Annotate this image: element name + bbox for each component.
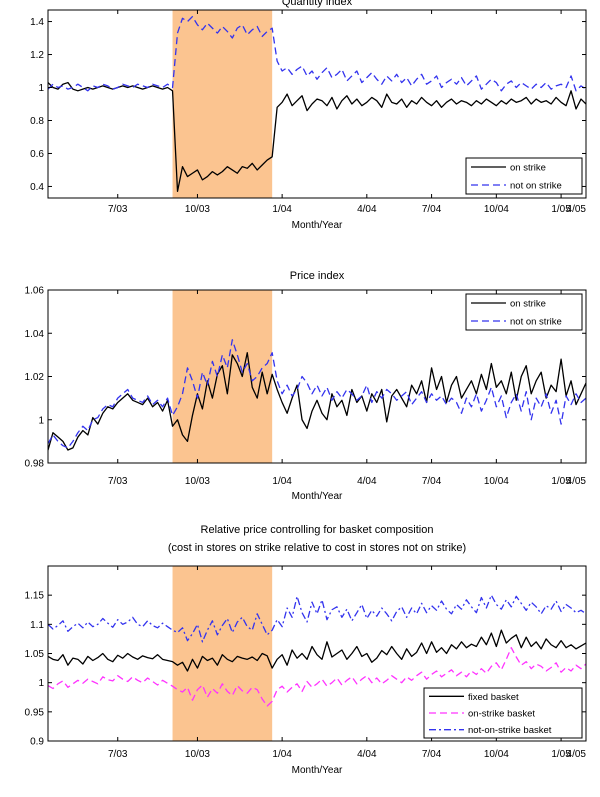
x-tick-label: 7/03 [108,749,128,760]
x-tick-label: 7/04 [422,204,442,215]
strike-period-shading [172,290,273,463]
y-tick-label: 1.1 [30,620,44,631]
y-tick-label: 0.95 [25,707,45,718]
x-tick-label: 4/04 [357,204,377,215]
x-tick-label: 1/05 [551,476,571,487]
x-tick-label: 10/04 [484,204,509,215]
x-tick-label: 4/05 [567,749,587,760]
x-tick-label: 7/04 [422,476,442,487]
y-tick-label: 1.05 [25,649,45,660]
x-tick-label: 1/05 [551,749,571,760]
x-tick-label: 1/04 [272,204,292,215]
legend-box [465,293,583,331]
y-tick-label: 1.2 [30,50,44,61]
x-tick-label: 7/03 [108,204,128,215]
series-line-1 [48,339,586,449]
y-tick-label: 1 [38,415,44,426]
x-tick-label: 4/05 [567,204,587,215]
x-tick-label: 10/03 [185,749,210,760]
x-tick-label: 4/04 [357,476,377,487]
legend-label: not on strike [510,181,562,192]
x-tick-label: 10/03 [185,204,210,215]
panel-price-index: Price index 0.98 1 1.02 1.04 1.06 7/03 10/03 1… [25,270,587,502]
x-tick-label: 4/05 [567,476,587,487]
x-tick-label: 10/04 [484,476,509,487]
legend-box [465,157,583,195]
y-tick-label: 0.6 [30,149,44,160]
x-tick-label: 1/05 [551,204,571,215]
panel-relative-price: Relative price controlling for basket co… [25,524,587,776]
y-tick-label: 0.98 [25,459,45,470]
series-line-2 [48,594,586,643]
legend-label: not-on-strike basket [468,725,552,736]
strike-period-shading [172,566,273,741]
y-tick-label: 1.06 [25,286,45,297]
series-line-1 [48,15,586,92]
plot-frame [47,9,587,199]
series-line-0 [48,629,586,672]
x-tick-label: 7/04 [422,749,442,760]
y-tick-label: 1.15 [25,591,45,602]
series-line-1 [48,647,586,707]
legend-label: fixed basket [468,692,519,703]
x-tick-label: 10/04 [484,749,509,760]
chart-subtitle: (cost in stores on strike relative to co… [168,542,466,554]
chart-title: Price index [290,270,345,282]
y-tick-label: 1 [38,678,44,689]
x-axis-label: Month/Year [292,220,343,231]
chart-title: Quantity index [282,0,353,8]
x-tick-label: 4/04 [357,749,377,760]
legend-label: on-strike basket [468,709,535,720]
x-axis-label: Month/Year [292,491,343,502]
legend-label: on strike [510,299,546,310]
x-axis-label: Month/Year [292,765,343,776]
legend-label: not on strike [510,317,562,328]
legend-label: on strike [510,163,546,174]
x-tick-label: 1/04 [272,749,292,760]
y-tick-label: 0.4 [30,182,44,193]
x-tick-label: 10/03 [185,476,210,487]
strike-period-shading [172,10,273,198]
x-tick-label: 1/04 [272,476,292,487]
y-tick-label: 1 [38,83,44,94]
series-line-0 [48,352,586,451]
series-line-0 [48,81,586,193]
y-tick-label: 1.02 [25,372,45,383]
panel-quantity-index: Quantity index 0.4 0.6 0.8 1 1.2 1.4 7/03 10/0… [30,0,587,231]
y-tick-label: 1.4 [30,17,44,28]
y-tick-label: 1.04 [25,329,45,340]
x-tick-label: 7/03 [108,476,128,487]
chart-title: Relative price controlling for basket co… [201,524,434,536]
y-tick-label: 0.8 [30,116,44,127]
y-tick-label: 0.9 [30,737,44,748]
